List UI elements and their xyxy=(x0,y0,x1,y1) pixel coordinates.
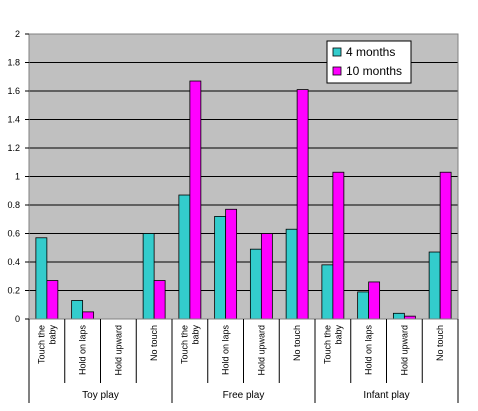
y-tick-label: 1.8 xyxy=(7,58,20,68)
bar-10-months-3 xyxy=(153,280,166,320)
y-tick-label: 0.8 xyxy=(7,200,20,210)
legend-label: 4 months xyxy=(346,45,395,59)
x-category-label: No touch xyxy=(435,325,445,361)
y-tick-label: 0 xyxy=(15,314,20,324)
bar-10-months-4 xyxy=(189,80,202,320)
bar-10-months-7 xyxy=(296,89,309,320)
bar-4-months-10 xyxy=(392,312,405,320)
x-category-label: Hold on laps xyxy=(78,325,88,376)
y-tick-label: 2 xyxy=(15,29,20,39)
bar-10-months-5 xyxy=(225,208,238,320)
bar-4-months-6 xyxy=(249,248,262,320)
y-tick-label: 0.6 xyxy=(7,229,20,239)
x-category-label: Touch the xyxy=(179,325,189,364)
y-tick-label: 0.2 xyxy=(7,286,20,296)
bar-10-months-0 xyxy=(46,280,59,320)
x-category-label: Hold upward xyxy=(256,325,266,376)
bars xyxy=(35,80,452,320)
x-category-label: baby xyxy=(47,325,57,345)
x-category-label: No touch xyxy=(149,325,159,361)
bar-4-months-3 xyxy=(142,233,155,320)
x-axis-categories: Touch the baby Hold on laps Hold upward No t… xyxy=(28,319,459,383)
bar-4-months-0 xyxy=(35,237,48,320)
x-group-label: Infant play xyxy=(363,390,409,401)
x-category-label: Hold upward xyxy=(399,325,409,376)
bar-4-months-8 xyxy=(321,264,334,320)
x-category-label: baby xyxy=(190,325,200,345)
bar-4-months-5 xyxy=(214,215,227,320)
bar-10-months-11 xyxy=(439,171,452,320)
legend-label: 10 months xyxy=(346,64,402,78)
bar-4-months-1 xyxy=(71,300,84,320)
bar-4-months-4 xyxy=(178,194,191,320)
bar-10-months-8 xyxy=(332,171,345,320)
y-tick-label: 1.6 xyxy=(7,86,20,96)
legend-swatch xyxy=(332,47,342,57)
x-category-label: Hold on laps xyxy=(364,325,374,376)
bar-10-months-6 xyxy=(260,233,273,320)
x-axis-groups: Toy play Free play Infant play xyxy=(28,383,459,403)
bar-4-months-9 xyxy=(357,291,370,320)
x-category-label: No touch xyxy=(292,325,302,361)
legend: 4 months 10 months xyxy=(326,40,412,84)
y-axis-ticks: 0 0.2 0.4 0.6 0.8 1 1.2 1.4 1.6 1.8 2 xyxy=(7,29,29,324)
y-tick-label: 1.2 xyxy=(7,143,20,153)
bar-10-months-9 xyxy=(368,281,381,320)
bar-10-months-1 xyxy=(82,311,95,320)
x-category-label: Touch the xyxy=(322,325,332,364)
bar-4-months-7 xyxy=(285,228,298,320)
x-group-label: Toy play xyxy=(82,390,119,401)
y-tick-label: 0.4 xyxy=(7,257,20,267)
x-category-label: Hold upward xyxy=(113,325,123,376)
x-category-label: Hold on laps xyxy=(221,325,231,376)
legend-swatch xyxy=(332,66,342,76)
x-category-label: Touch the xyxy=(36,325,46,364)
y-tick-label: 1 xyxy=(15,172,20,182)
x-group-label: Free play xyxy=(223,390,265,401)
x-category-label: baby xyxy=(333,325,343,345)
bar-4-months-11 xyxy=(428,251,441,320)
y-tick-label: 1.4 xyxy=(7,115,20,125)
